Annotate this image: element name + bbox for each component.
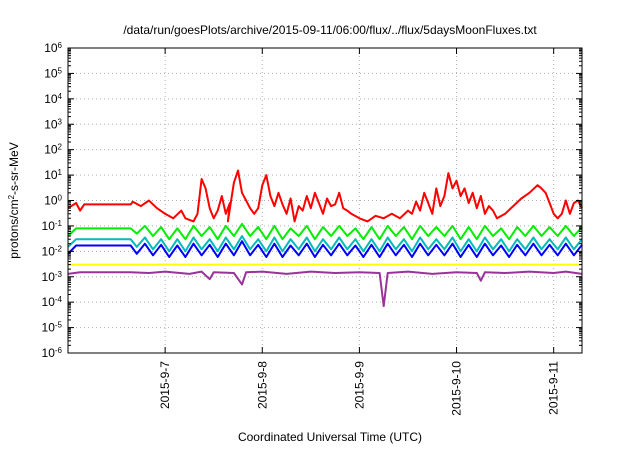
y-tick-label: 100 xyxy=(44,193,62,208)
x-tick-label: 2015-9-10 xyxy=(450,361,464,416)
x-tick-label: 2015-9-8 xyxy=(255,361,269,409)
series-line-3 xyxy=(67,235,583,253)
x-tick-label: 2015-9-11 xyxy=(547,361,561,415)
chart-title: /data/run/goesPlots/archive/2015-09-11/0… xyxy=(123,23,537,37)
y-tick-label: 10-4 xyxy=(42,295,63,310)
y-tick-label: 104 xyxy=(44,91,62,106)
y-tick-label: 103 xyxy=(44,117,62,132)
y-tick-label: 106 xyxy=(44,41,62,56)
y-tick-label: 101 xyxy=(44,168,62,183)
series-line-2 xyxy=(67,222,583,241)
y-tick-label: 10-6 xyxy=(42,346,63,361)
x-axis-label: Coordinated Universal Time (UTC) xyxy=(238,430,422,444)
x-tick-label: 2015-9-9 xyxy=(352,361,366,409)
y-tick-label: 10-3 xyxy=(42,269,63,284)
y-tick-label: 102 xyxy=(44,142,62,157)
y-tick-label: 10-1 xyxy=(42,218,63,233)
series-line-1 xyxy=(67,169,583,223)
series-line-6 xyxy=(67,270,583,308)
y-tick-label: 10-2 xyxy=(42,244,63,258)
y-tick-label: 10-5 xyxy=(42,320,63,335)
series-line-4 xyxy=(67,240,583,258)
y-tick-label: 105 xyxy=(44,66,62,81)
y-axis-label: protons/cm2-s-sr-MeV xyxy=(7,142,22,258)
x-tick-label: 2015-9-7 xyxy=(158,361,172,409)
